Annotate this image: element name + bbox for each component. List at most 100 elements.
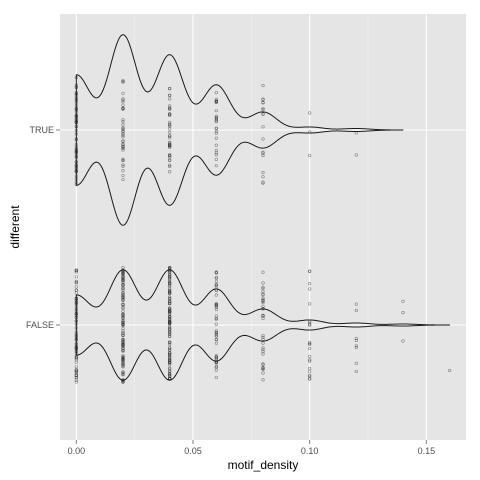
data-point [121,277,125,281]
data-point [261,112,265,116]
x-axis-ticks: 0.00 0.05 0.10 0.15 [68,440,435,456]
data-point [214,322,218,326]
data-point [168,361,172,365]
data-point [121,294,125,298]
data-point [168,308,172,312]
data-point [308,302,312,306]
data-point [74,369,78,373]
data-point [214,153,218,157]
data-point [168,356,172,361]
data-point [168,112,172,116]
data-point [308,370,312,374]
data-point [168,340,172,344]
data-point [168,332,172,336]
data-point [168,351,172,355]
data-point [448,368,452,373]
data-point [121,356,125,360]
data-point [214,116,218,120]
data-point [214,283,218,287]
data-point [214,375,218,380]
data-point [121,372,125,376]
data-point [168,270,172,274]
data-point [261,175,265,179]
data-point [261,281,265,285]
data-point [168,273,172,277]
data-point [168,143,172,148]
data-point [261,335,265,339]
data-point [168,136,172,140]
data-point [401,299,405,303]
data-point [74,275,78,279]
data-point [261,137,265,141]
data-point [308,373,312,378]
data-point [168,127,172,131]
data-point [354,336,358,341]
data-point [121,163,125,167]
data-point [261,362,265,366]
data-point [261,367,265,371]
data-point [214,131,218,135]
data-point [168,302,172,306]
data-point [74,270,78,274]
data-point [214,331,218,335]
data-point [121,274,125,278]
data-point [354,338,358,343]
data-point [214,279,218,284]
data-point [214,364,218,369]
data-point [214,338,218,342]
x-tick-label: 0.00 [68,446,86,456]
data-point [308,346,312,351]
data-point [121,271,125,275]
data-point [121,365,125,369]
y-tick-label: TRUE [30,125,55,135]
data-point [354,344,358,348]
data-point [214,126,218,130]
data-point [121,358,125,362]
data-point [214,120,218,124]
data-point [308,341,312,345]
data-point [168,346,172,350]
data-point [168,279,172,284]
data-point [168,113,172,117]
violin-true [75,34,404,226]
data-point [168,295,172,299]
data-point [261,316,265,320]
data-point [214,334,218,338]
data-point [121,344,125,348]
data-point [168,334,172,339]
data-point [74,268,78,272]
data-point [121,133,125,138]
data-point [121,290,125,295]
data-point [214,164,218,168]
data-point [354,302,358,306]
data-point [308,323,312,327]
data-point [74,355,78,359]
data-point [214,91,218,95]
violin-false [75,269,451,381]
data-point [168,130,172,134]
data-point [261,170,265,175]
data-point [354,369,358,374]
data-point [168,373,172,377]
data-point [168,316,172,320]
data-point [168,376,172,380]
data-point [121,331,125,335]
data-point [168,310,172,314]
data-point [121,370,125,374]
data-point [168,153,172,157]
data-point [214,341,218,345]
data-point [261,346,265,350]
data-point [168,104,172,108]
data-point [121,363,125,367]
data-point [308,359,312,363]
data-point [74,364,78,369]
data-point [261,83,265,88]
data-point [214,307,218,312]
data-point [214,109,218,113]
data-point [261,293,265,297]
data-point [121,120,125,124]
data-point [261,333,265,338]
data-point [121,164,125,168]
data-point [168,369,172,373]
data-point [121,340,125,345]
